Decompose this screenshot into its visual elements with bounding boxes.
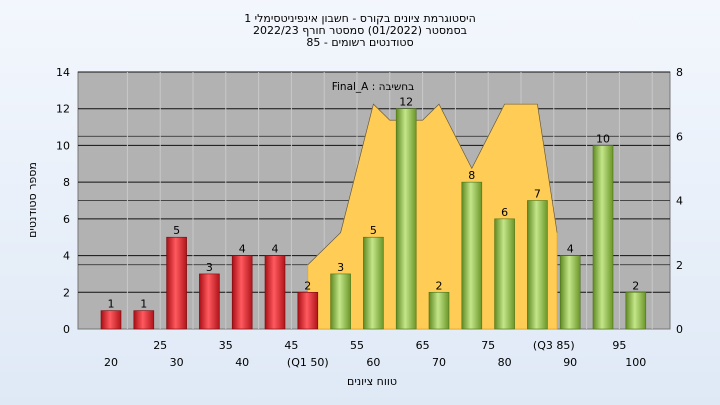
x-tick-label: (Q3 85): [533, 339, 575, 352]
x-tick-label: 20: [104, 356, 118, 369]
bar-label-30: 5: [173, 224, 180, 237]
y-tick-label: 10: [56, 139, 70, 152]
y2-tick-label: 4: [676, 195, 683, 208]
x-tick-label: 60: [366, 356, 380, 369]
bar-55: [330, 273, 351, 330]
x-tick-label: 40: [235, 356, 249, 369]
bar-45: [264, 255, 286, 330]
x-tick-label: 65: [416, 339, 430, 352]
x-axis-title: טווח ציונים: [347, 375, 397, 388]
bar-label-50: 2: [304, 279, 311, 292]
bar-label-95: 10: [596, 132, 610, 145]
bar-label-90: 4: [567, 243, 574, 256]
bar-80: [494, 218, 515, 330]
bar-label-100: 2: [632, 279, 639, 292]
x-tick-label: 70: [432, 356, 446, 369]
x-tick-label: 75: [481, 339, 495, 352]
x-tick-label: 100: [625, 356, 646, 369]
bar-label-85: 7: [534, 188, 541, 201]
y-tick-label: 0: [63, 323, 70, 336]
bar-50: [297, 291, 319, 330]
bar-label-20: 1: [108, 298, 115, 311]
y-tick-label: 4: [63, 250, 70, 263]
bars: [100, 108, 647, 330]
x-tick-label: (Q1 50): [287, 356, 329, 369]
bar-label-70: 2: [436, 279, 443, 292]
bar-label-60: 5: [370, 224, 377, 237]
x-tick-label: 80: [498, 356, 512, 369]
y-tick-label: 2: [63, 286, 70, 299]
x-tick-label: 35: [219, 339, 233, 352]
bar-value-labels: 1 1 5 3 4 4 2 3 5 12 2 8 6 7 4 10 2: [108, 96, 640, 311]
title-line-3: סטודנטים רשומים - 85: [306, 36, 413, 49]
chart-title: היסטוגרמת ציונים בקורס - חשבון אינפיניטס…: [244, 12, 476, 49]
bar-label-75: 8: [468, 169, 475, 182]
y-tick-label: 6: [63, 213, 70, 226]
y2-tick-label: 6: [676, 130, 683, 143]
bar-95: [592, 145, 614, 330]
y-axis-left-ticks: 0 2 4 6 8 10 12 14: [56, 66, 70, 336]
bar-label-80: 6: [501, 206, 508, 219]
title-line-1: היסטוגרמת ציונים בקורס - חשבון אינפיניטס…: [244, 12, 476, 25]
y-axis-title: מספר סטודנטים: [26, 162, 39, 238]
y-tick-label: 14: [56, 66, 70, 79]
bar-100: [625, 291, 647, 330]
bar-20: [100, 310, 122, 330]
x-tick-label: 30: [170, 356, 184, 369]
y-tick-label: 8: [63, 176, 70, 189]
bar-85: [527, 200, 548, 330]
bar-60: [363, 236, 384, 330]
title-line-2: בסמסטר (01/2022) סמסטר חורף 2022/23: [253, 24, 467, 37]
y2-tick-label: 0: [676, 323, 683, 336]
bar-35: [199, 273, 220, 330]
y2-tick-label: 2: [676, 259, 683, 272]
y2-tick-label: 8: [676, 66, 683, 79]
chart-annotation: Final_A : בחשיבה: [332, 81, 415, 93]
bar-75: [461, 181, 483, 330]
x-tick-label: 45: [284, 339, 298, 352]
y-axis-right-ticks: 0 2 4 6 8: [676, 66, 683, 336]
bar-label-40: 4: [239, 243, 246, 256]
bar-label-65: 12: [399, 96, 413, 109]
bar-label-55: 3: [337, 261, 344, 274]
x-tick-label: 25: [153, 339, 167, 352]
x-tick-label: 95: [612, 339, 626, 352]
y-tick-label: 12: [56, 103, 70, 116]
bar-65: [395, 108, 417, 330]
bar-label-35: 3: [206, 261, 213, 274]
x-tick-label: 90: [563, 356, 577, 369]
bar-label-25: 1: [140, 298, 147, 311]
bar-label-45: 4: [272, 243, 279, 256]
bar-40: [231, 255, 253, 330]
area-line: [307, 103, 558, 265]
bar-25: [133, 310, 155, 330]
x-tick-label: 55: [350, 339, 364, 352]
bar-70: [428, 291, 450, 330]
bar-90: [559, 255, 581, 330]
bar-30: [166, 236, 187, 330]
